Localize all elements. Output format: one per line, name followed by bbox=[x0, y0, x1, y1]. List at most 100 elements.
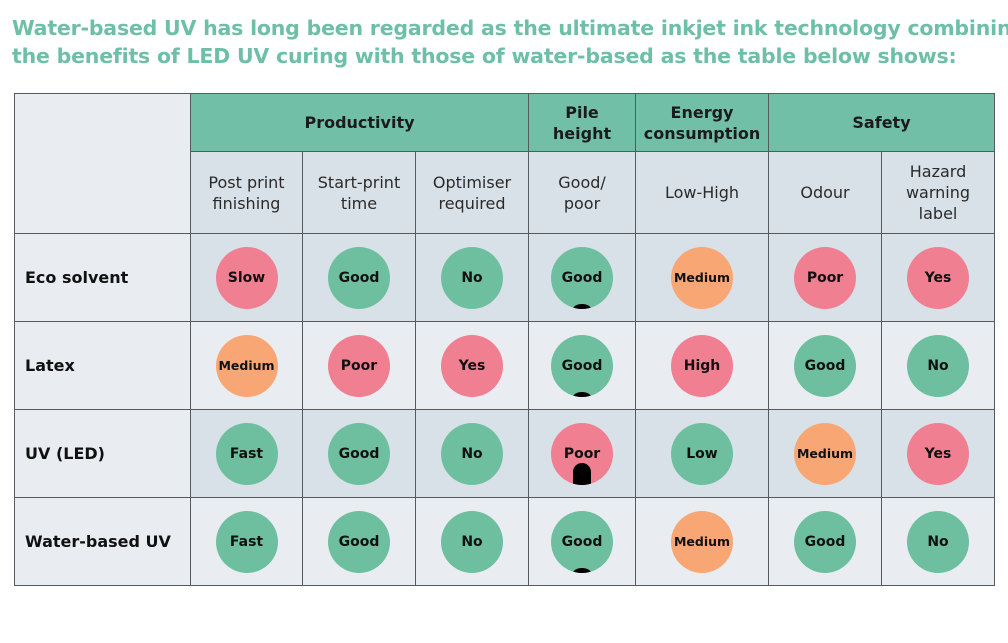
subheader-post-print-finishing: Post print finishing bbox=[190, 151, 303, 234]
cell-odour: Medium bbox=[768, 409, 883, 498]
rating-text: Good bbox=[338, 269, 380, 286]
rating-badge: Fast bbox=[215, 510, 278, 573]
subheader-good-poor: Good/ poor bbox=[528, 151, 637, 234]
pile-height-icon bbox=[573, 303, 592, 309]
rating-badge: Poor bbox=[551, 422, 614, 485]
rating-text: Good bbox=[561, 357, 603, 374]
cell-hazard-warning-label: Yes bbox=[881, 233, 996, 322]
rating-badge: Low bbox=[671, 422, 734, 485]
cell-start-print-time: Poor bbox=[302, 321, 416, 410]
rating-badge: Yes bbox=[907, 246, 970, 309]
rating-text: Yes bbox=[458, 357, 486, 374]
cell-energy-consumption: Low bbox=[635, 409, 770, 498]
rating-badge: Medium bbox=[794, 422, 857, 485]
subheader-optimiser-line-2: required bbox=[438, 193, 506, 213]
rating-text: Poor bbox=[340, 357, 378, 374]
table-row: UV (LED) Fast Good No Poor Low Medium Yes bbox=[14, 409, 996, 498]
cell-pile-height: Good bbox=[528, 497, 637, 586]
pile-height-icon bbox=[573, 462, 592, 485]
rating-text: No bbox=[461, 269, 483, 286]
subheader-start-print-line-1: Start-print bbox=[317, 172, 401, 192]
rating-text: Good bbox=[804, 533, 846, 550]
subheader-hazard-warning-label: Hazard warning label bbox=[881, 151, 996, 234]
cell-energy-consumption: Medium bbox=[635, 233, 770, 322]
rating-badge: No bbox=[441, 510, 503, 573]
pile-height-icon bbox=[573, 391, 592, 397]
rating-text: No bbox=[927, 533, 949, 550]
subheader-hazard-line-3: label bbox=[918, 204, 958, 223]
rating-badge: Yes bbox=[441, 334, 503, 397]
rating-text: Fast bbox=[229, 533, 264, 550]
cell-pile-height: Poor bbox=[528, 409, 637, 498]
rating-badge: Fast bbox=[215, 422, 278, 485]
cell-optimiser-required: No bbox=[414, 497, 530, 586]
cell-post-print-finishing: Fast bbox=[190, 409, 303, 498]
cell-hazard-warning-label: Yes bbox=[881, 409, 996, 498]
subheader-hazard-line-2: warning bbox=[905, 183, 971, 202]
rating-text: Medium bbox=[673, 534, 731, 549]
rating-text: Poor bbox=[563, 445, 601, 462]
cell-post-print-finishing: Slow bbox=[190, 233, 303, 322]
rating-text: Medium bbox=[218, 358, 275, 373]
intro-heading: Water-based UV has long been regarded as… bbox=[12, 14, 1008, 70]
subheader-optimiser-line-1: Optimiser bbox=[432, 172, 512, 192]
rating-text: Good bbox=[338, 445, 380, 462]
rating-text: Slow bbox=[227, 269, 266, 286]
cell-start-print-time: Good bbox=[302, 233, 416, 322]
rating-badge: Good bbox=[328, 510, 390, 573]
rating-text: Yes bbox=[924, 445, 952, 462]
rating-text: Good bbox=[804, 357, 846, 374]
rating-badge: Good bbox=[328, 246, 390, 309]
group-energy-line-2: consumption bbox=[643, 123, 761, 143]
cell-hazard-warning-label: No bbox=[881, 321, 996, 410]
rating-text: Yes bbox=[924, 269, 952, 286]
cell-energy-consumption: Medium bbox=[635, 497, 770, 586]
table-row: Water-based UV Fast Good No Good Medium Good No bbox=[14, 497, 996, 586]
rating-text: Good bbox=[561, 533, 603, 550]
cell-hazard-warning-label: No bbox=[881, 497, 996, 586]
cell-optimiser-required: No bbox=[414, 233, 530, 322]
group-energy-line-1: Energy bbox=[670, 102, 734, 122]
subheader-hazard-line-1: Hazard bbox=[909, 162, 967, 181]
cell-optimiser-required: Yes bbox=[414, 321, 530, 410]
rating-badge: Medium bbox=[671, 510, 734, 573]
rating-text: Fast bbox=[229, 445, 264, 462]
group-pile-height-line-1: Pile bbox=[565, 102, 599, 122]
rating-badge: No bbox=[907, 334, 970, 397]
rating-text: High bbox=[683, 357, 721, 374]
row-label: Eco solvent bbox=[14, 233, 191, 322]
rating-badge: Poor bbox=[794, 246, 857, 309]
row-label: Water-based UV bbox=[14, 497, 191, 586]
group-productivity: Productivity bbox=[189, 93, 530, 152]
comparison-table: Productivity Pile height Energy consumpt… bbox=[14, 93, 996, 586]
cell-post-print-finishing: Fast bbox=[190, 497, 303, 586]
sub-header-row: Post print finishing Start-print time Op… bbox=[15, 151, 996, 234]
cell-post-print-finishing: Medium bbox=[190, 321, 303, 410]
intro-line-1: Water-based UV has long been regarded as… bbox=[12, 16, 1008, 40]
rating-badge: Slow bbox=[215, 246, 278, 309]
rating-badge: Good bbox=[328, 422, 390, 485]
rating-badge: Good bbox=[551, 334, 614, 397]
rating-text: Good bbox=[561, 269, 603, 286]
rating-badge: No bbox=[441, 422, 503, 485]
subheader-post-print-line-2: finishing bbox=[212, 193, 281, 213]
subheader-start-print-line-2: time bbox=[340, 193, 378, 213]
rating-text: Low bbox=[686, 445, 718, 462]
table-body: Eco solvent Slow Good No Good Medium Poor Yes La… bbox=[14, 233, 996, 586]
cell-pile-height: Good bbox=[528, 233, 637, 322]
rating-badge: Good bbox=[794, 334, 857, 397]
cell-odour: Good bbox=[768, 321, 883, 410]
table-row: Latex Medium Poor Yes Good High Good No bbox=[14, 321, 996, 410]
rating-badge: Medium bbox=[215, 334, 278, 397]
subheader-post-print-line-1: Post print bbox=[208, 172, 285, 192]
rating-badge: Good bbox=[551, 510, 614, 573]
cell-start-print-time: Good bbox=[302, 497, 416, 586]
rating-badge: High bbox=[671, 334, 734, 397]
cell-start-print-time: Good bbox=[302, 409, 416, 498]
rating-text: Medium bbox=[673, 270, 731, 285]
rating-text: No bbox=[927, 357, 949, 374]
rating-text: Poor bbox=[806, 269, 844, 286]
cell-odour: Poor bbox=[768, 233, 883, 322]
cell-energy-consumption: High bbox=[635, 321, 770, 410]
group-safety: Safety bbox=[768, 93, 996, 152]
